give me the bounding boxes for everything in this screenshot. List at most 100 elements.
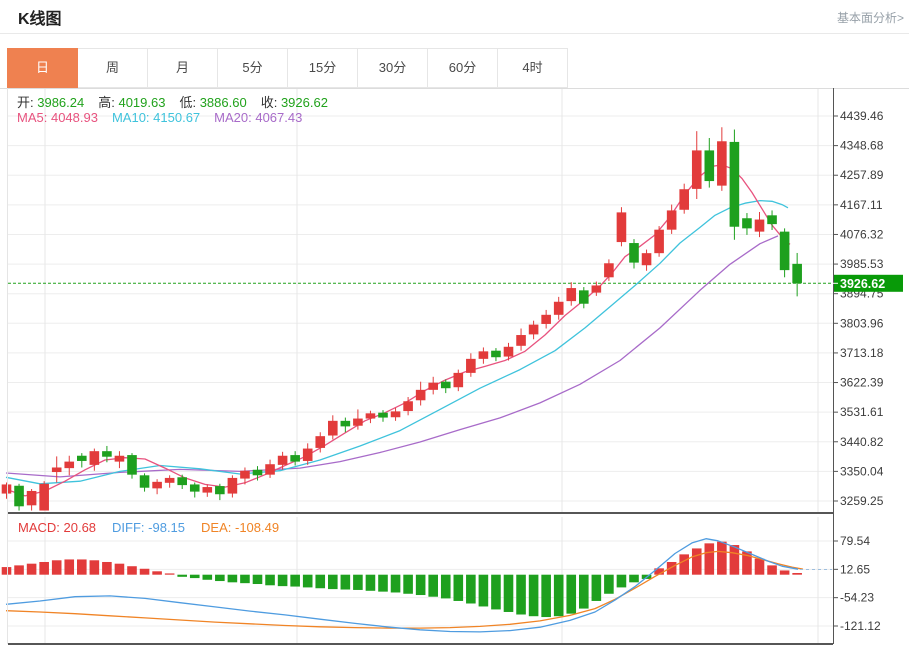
candle-11: [139, 475, 150, 488]
tab-period-2[interactable]: 月: [148, 48, 218, 88]
axis-label: 3713.18: [840, 346, 884, 360]
candle-34: [428, 382, 438, 390]
macd-bar-14: [177, 574, 187, 577]
tab-period-0[interactable]: 日: [7, 48, 78, 88]
macd-bar-21: [265, 574, 275, 586]
candle-41: [516, 335, 526, 346]
macd-bar-38: [478, 574, 489, 607]
candle-10: [127, 455, 137, 475]
macd-bar-12: [152, 571, 162, 575]
candle-61: [767, 215, 777, 225]
axis-label: 79.54: [840, 534, 870, 548]
axis-label: 4348.68: [840, 139, 884, 153]
tab-period-4[interactable]: 15分: [288, 48, 358, 88]
tab-period-7[interactable]: 4时: [498, 48, 568, 88]
candle-21: [265, 464, 275, 475]
candle-13: [164, 477, 175, 483]
candle-46: [579, 290, 589, 304]
axis-label: 3350.04: [840, 464, 884, 478]
candle-44: [553, 301, 564, 315]
macd-bar-17: [215, 574, 225, 582]
macd-bar-59: [742, 551, 752, 575]
candle-35: [440, 381, 451, 389]
candle-49: [616, 212, 627, 243]
candle-8: [102, 451, 112, 457]
macd-bar-62: [779, 570, 790, 575]
axis-label: -121.12: [840, 619, 881, 633]
ohlc-item-3: 收: 3926.62: [260, 95, 328, 110]
candle-6: [77, 455, 87, 461]
tab-period-5[interactable]: 30分: [358, 48, 428, 88]
candle-14: [177, 477, 187, 486]
candle-12: [152, 481, 162, 489]
dea-line: [5, 550, 804, 629]
candle-51: [641, 253, 652, 266]
candle-31: [390, 411, 401, 418]
macd-bar-2: [26, 563, 37, 575]
candle-63: [792, 263, 802, 284]
candle-54: [679, 189, 689, 210]
macd-bar-63: [792, 572, 802, 575]
fundamental-analysis-link[interactable]: 基本面分析>: [836, 11, 904, 25]
candle-20: [252, 469, 263, 476]
ma5-line: [5, 164, 791, 497]
macd-bar-4: [51, 560, 62, 575]
macd-bar-58: [729, 545, 740, 575]
candle-58: [729, 141, 740, 227]
candle-23: [290, 455, 300, 462]
macd-bar-18: [227, 574, 238, 583]
candle-33: [415, 389, 426, 401]
axis-label: 4076.32: [840, 227, 884, 241]
macd-bar-43: [541, 574, 551, 618]
macd-bar-5: [64, 559, 75, 575]
tab-period-6[interactable]: 60分: [428, 48, 498, 88]
current-price-label: 3926.62: [840, 277, 885, 291]
candle-43: [541, 314, 551, 324]
macd-bar-44: [553, 574, 564, 617]
candle-18: [227, 477, 238, 494]
ma-item-1: MA10: 4150.67: [111, 110, 201, 125]
macd-bar-30: [378, 574, 388, 592]
macd-readout: MACD: 20.68 DIFF: -98.15 DEA: -108.49: [18, 520, 279, 535]
candle-60: [754, 219, 765, 232]
tab-period-3[interactable]: 5分: [218, 48, 288, 88]
candle-9: [114, 455, 125, 462]
macd-bar-53: [666, 561, 677, 575]
title-divider: [0, 33, 909, 34]
candle-4: [51, 467, 62, 473]
macd-bar-57: [717, 541, 727, 575]
ma20-line: [5, 235, 779, 478]
candle-39: [491, 350, 501, 358]
macd-bar-40: [503, 574, 514, 612]
candle-59: [742, 218, 752, 229]
ma-item-2: MA20: 4067.43: [214, 110, 303, 125]
macd-bar-49: [616, 574, 627, 588]
candle-57: [717, 141, 727, 186]
macd-item-2: DEA: -108.49: [201, 520, 280, 535]
macd-bar-41: [516, 574, 526, 615]
ohlc-item-0: 开: 3986.24: [17, 95, 85, 110]
candle-15: [189, 484, 200, 492]
macd-bar-52: [654, 568, 664, 575]
candle-55: [691, 150, 702, 189]
candle-7: [89, 451, 100, 465]
candle-5: [64, 461, 75, 469]
ohlc-readout: 开: 3986.24 高: 4019.63 低: 3886.60 收: 3926.62: [17, 92, 328, 111]
macd-bar-46: [579, 574, 589, 609]
candle-28: [353, 418, 363, 426]
tab-period-1[interactable]: 周: [78, 48, 148, 88]
macd-bar-50: [629, 574, 639, 583]
candle-17: [215, 486, 225, 495]
candle-30: [378, 412, 388, 418]
candle-50: [629, 243, 639, 263]
macd-bar-36: [453, 574, 464, 601]
macd-bar-24: [302, 574, 313, 588]
ohlc-item-1: 高: 4019.63: [98, 95, 166, 110]
macd-item-0: MACD: 20.68: [18, 520, 97, 535]
candle-16: [202, 487, 213, 493]
candle-19: [240, 470, 250, 479]
macd-bar-34: [428, 574, 438, 597]
ma-item-0: MA5: 4048.93: [17, 110, 98, 125]
macd-bar-20: [252, 574, 263, 585]
